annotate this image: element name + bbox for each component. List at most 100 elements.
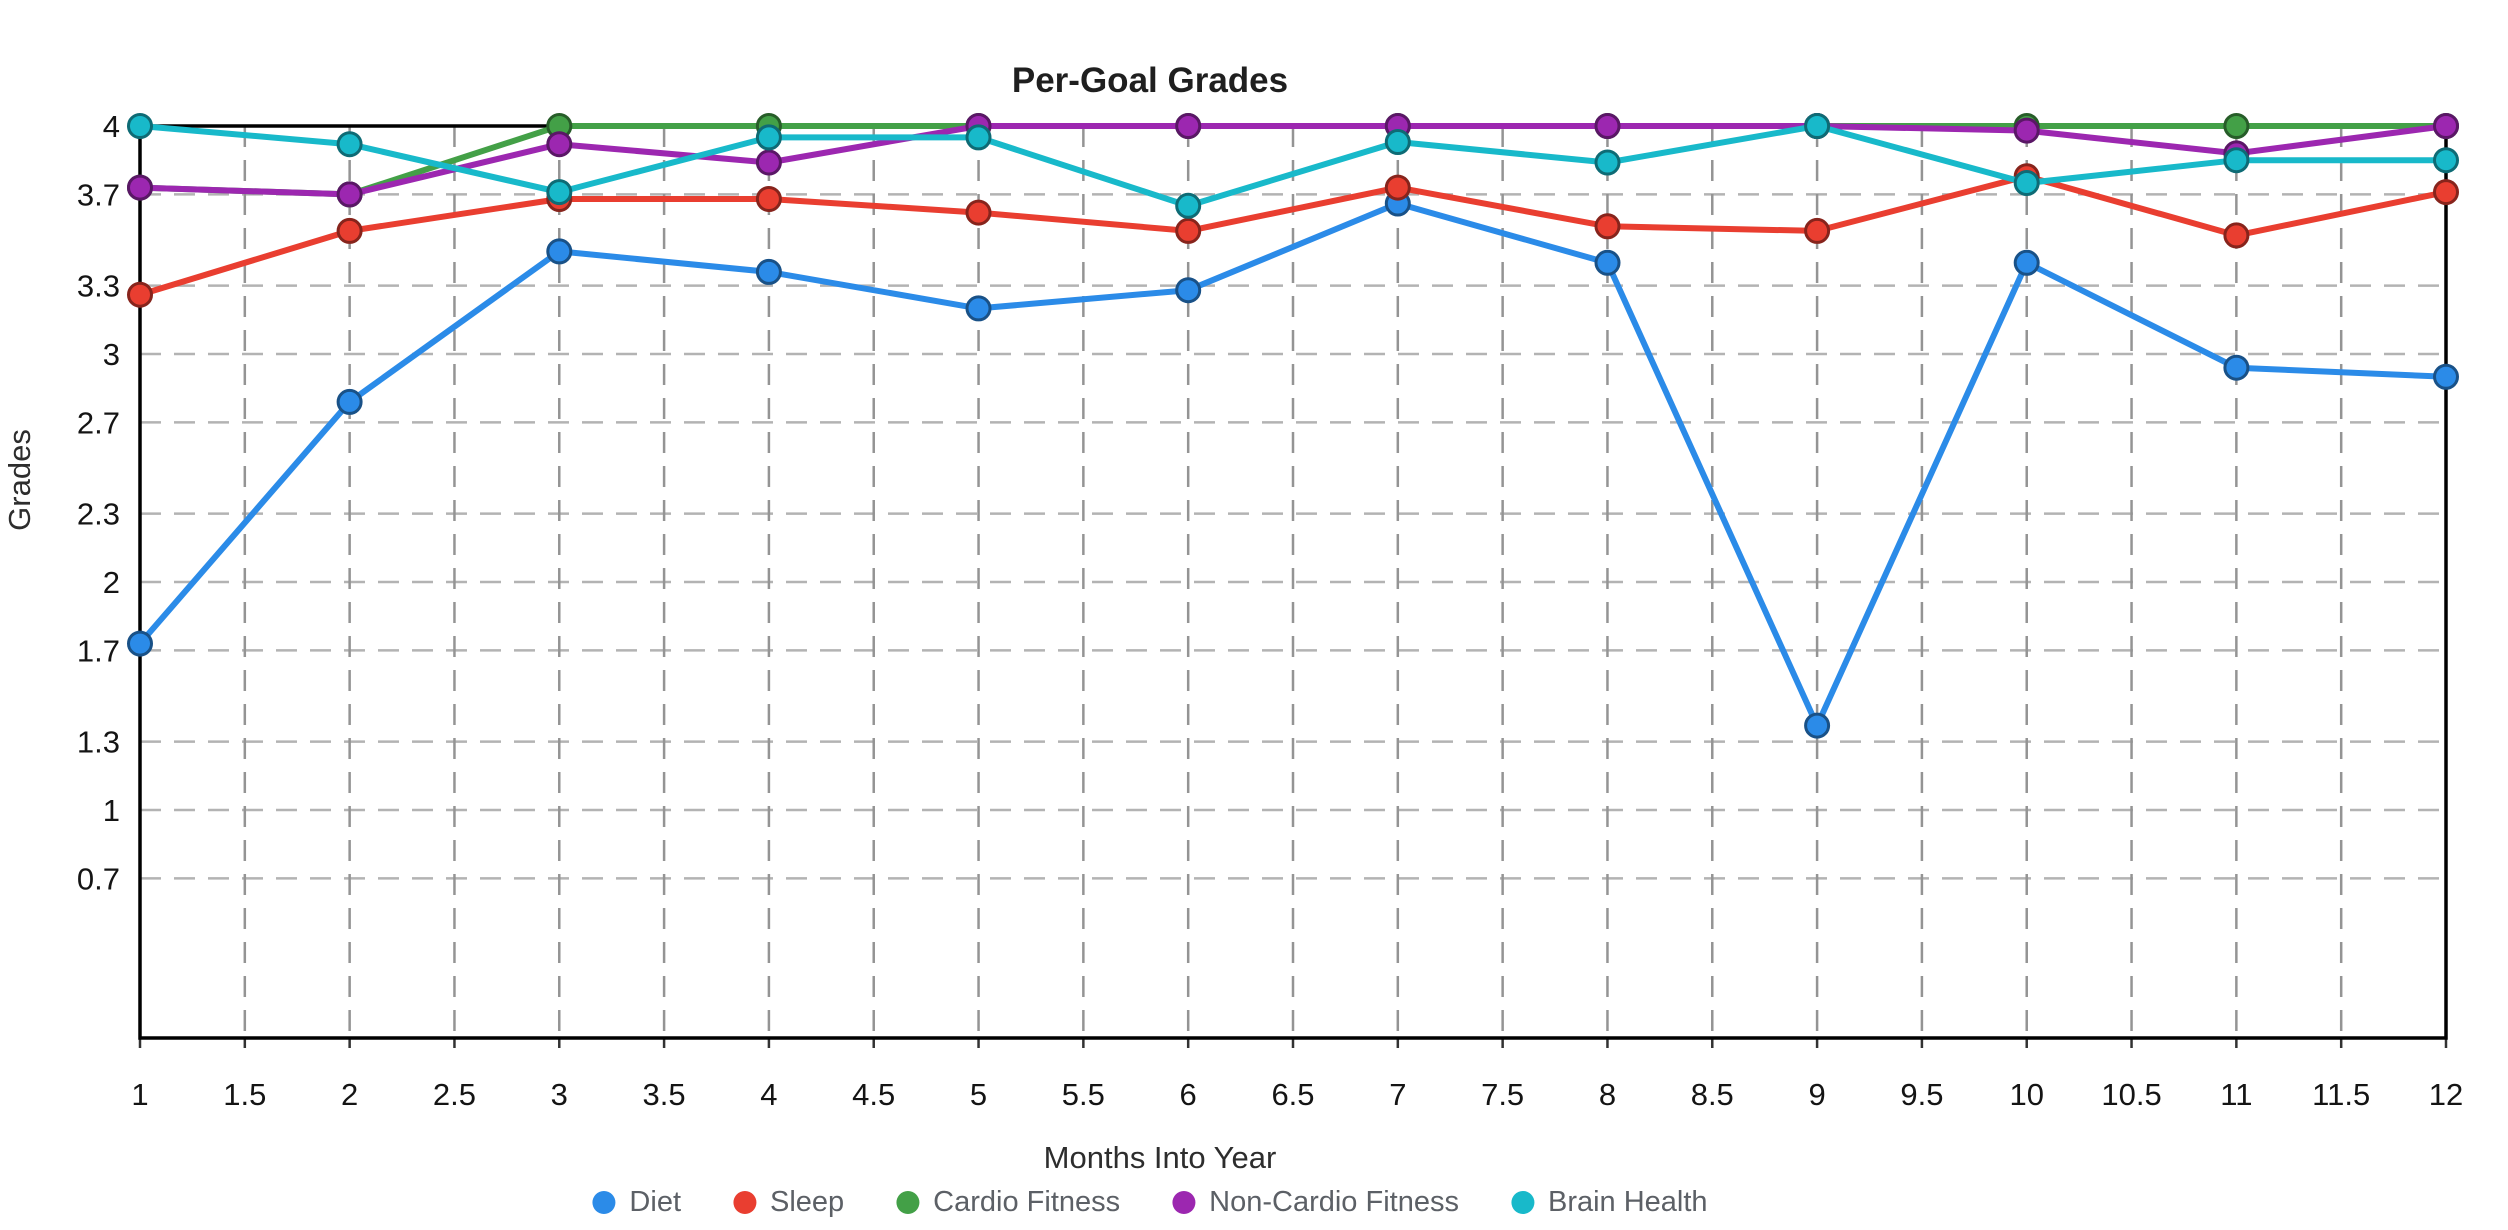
legend: Diet Sleep Cardio Fitness Non-Cardio Fitnes… bbox=[592, 1186, 1708, 1219]
data-point-brain-health-month-8 bbox=[1594, 149, 1621, 176]
y-tick-label-3: 3 bbox=[103, 337, 120, 372]
data-point-brain-health-month-6 bbox=[1175, 192, 1202, 219]
data-point-brain-health-month-3 bbox=[546, 179, 573, 206]
data-point-diet-month-2 bbox=[336, 388, 363, 415]
x-tick-label-6: 6 bbox=[1180, 1077, 1197, 1112]
data-point-sleep-month-4 bbox=[755, 186, 782, 212]
y-tick-label-1.7: 1.7 bbox=[77, 633, 120, 668]
x-tick-label-11.5: 11.5 bbox=[2312, 1077, 2370, 1112]
data-point-sleep-month-5 bbox=[965, 199, 992, 226]
data-point-brain-health-month-10 bbox=[2013, 170, 2040, 196]
data-point-sleep-month-7 bbox=[1384, 174, 1411, 201]
data-point-sleep-month-12 bbox=[2433, 179, 2459, 206]
x-tick-label-12: 12 bbox=[2429, 1077, 2463, 1112]
x-tick-label-7: 7 bbox=[1389, 1077, 1406, 1112]
x-tick-label-1: 1 bbox=[131, 1077, 148, 1112]
data-point-non-cardio-fitness-month-1 bbox=[127, 174, 153, 201]
x-tick-label-8: 8 bbox=[1599, 1077, 1616, 1112]
x-tick-label-9.5: 9.5 bbox=[1900, 1077, 1943, 1112]
legend-label: Cardio Fitness bbox=[933, 1186, 1121, 1218]
data-point-diet-month-3 bbox=[546, 238, 573, 265]
data-point-brain-health-month-4 bbox=[755, 124, 782, 151]
y-axis-title: Grades bbox=[2, 429, 37, 531]
data-point-brain-health-month-11 bbox=[2223, 147, 2250, 174]
horizontal-gridlines bbox=[140, 193, 2446, 880]
y-tick-label-2: 2 bbox=[103, 565, 120, 600]
data-point-non-cardio-fitness-month-8 bbox=[1594, 113, 1621, 139]
data-point-non-cardio-fitness-month-12 bbox=[2433, 113, 2459, 139]
data-point-sleep-month-11 bbox=[2223, 222, 2250, 249]
series-line-diet bbox=[137, 200, 2449, 729]
data-point-non-cardio-fitness-month-6 bbox=[1175, 113, 1202, 139]
x-tick-label-10.5: 10.5 bbox=[2101, 1077, 2161, 1112]
x-axis-title: Months Into Year bbox=[1044, 1140, 1277, 1175]
x-tick-label-4.5: 4.5 bbox=[852, 1077, 895, 1112]
data-point-diet-month-8 bbox=[1594, 249, 1621, 276]
x-tick-label-3.5: 3.5 bbox=[643, 1077, 686, 1112]
x-tick-label-4: 4 bbox=[760, 1077, 777, 1112]
x-tick-label-9: 9 bbox=[1808, 1077, 1825, 1112]
data-point-diet-month-10 bbox=[2013, 249, 2040, 276]
x-tick-label-5.5: 5.5 bbox=[1062, 1077, 1105, 1112]
y-tick-label-0.7: 0.7 bbox=[77, 861, 120, 896]
y-tick-label-4: 4 bbox=[103, 109, 120, 144]
legend-item-sleep[interactable]: Sleep bbox=[733, 1186, 844, 1219]
data-point-diet-month-6 bbox=[1175, 277, 1202, 304]
y-tick-label-2.3: 2.3 bbox=[77, 497, 120, 532]
legend-label: Sleep bbox=[770, 1186, 845, 1218]
data-point-brain-health-month-12 bbox=[2433, 147, 2459, 174]
legend-item-diet[interactable]: Diet bbox=[592, 1186, 681, 1219]
vertical-gridlines bbox=[243, 126, 2343, 1038]
data-point-brain-health-month-5 bbox=[965, 124, 992, 151]
data-point-brain-health-month-1 bbox=[127, 113, 153, 139]
legend-item-brain-health[interactable]: Brain Health bbox=[1510, 1186, 1708, 1219]
legend-swatch-icon bbox=[733, 1191, 757, 1214]
data-point-brain-health-month-7 bbox=[1384, 129, 1411, 155]
y-tick-label-3.7: 3.7 bbox=[77, 177, 120, 212]
data-point-cardio-fitness-month-11 bbox=[2223, 113, 2250, 139]
x-tick-label-6.5: 6.5 bbox=[1271, 1077, 1314, 1112]
legend-swatch-icon bbox=[1510, 1191, 1534, 1214]
data-point-non-cardio-fitness-month-10 bbox=[2013, 117, 2040, 144]
legend-swatch-icon bbox=[1172, 1191, 1196, 1214]
series-line-non-cardio-fitness bbox=[137, 123, 2449, 198]
data-point-diet-month-12 bbox=[2433, 363, 2459, 390]
legend-label: Non-Cardio Fitness bbox=[1209, 1186, 1459, 1218]
y-tick-label-1: 1 bbox=[103, 793, 120, 828]
data-point-sleep-month-6 bbox=[1175, 217, 1202, 244]
data-point-sleep-month-2 bbox=[336, 217, 363, 244]
data-point-diet-month-4 bbox=[755, 258, 782, 285]
legend-swatch-icon bbox=[896, 1191, 920, 1214]
x-tick-label-5: 5 bbox=[970, 1077, 987, 1112]
x-axis-tick-labels: 1 1.5 2 2.5 3 3.5 4 4.5 5 5.5 6 6.5 7 7.5 8 8.5 9 9.5 10 10… bbox=[131, 1077, 2463, 1112]
data-point-diet-month-11 bbox=[2223, 354, 2250, 381]
data-point-sleep-month-1 bbox=[127, 281, 153, 308]
x-tick-label-7.5: 7.5 bbox=[1481, 1077, 1524, 1112]
x-tick-label-2: 2 bbox=[341, 1077, 358, 1112]
x-tick-label-2.5: 2.5 bbox=[433, 1077, 476, 1112]
data-point-non-cardio-fitness-month-2 bbox=[336, 181, 363, 208]
data-point-non-cardio-fitness-month-4 bbox=[755, 149, 782, 176]
legend-item-non-cardio-fitness[interactable]: Non-Cardio Fitness bbox=[1172, 1186, 1459, 1219]
data-point-sleep-month-8 bbox=[1594, 213, 1621, 240]
y-tick-label-2.7: 2.7 bbox=[77, 405, 120, 440]
chart-title: Per-Goal Grades bbox=[1012, 61, 1288, 100]
data-point-sleep-month-9 bbox=[1804, 217, 1831, 244]
x-tick-label-1.5: 1.5 bbox=[223, 1077, 266, 1112]
data-point-diet-month-9 bbox=[1804, 712, 1831, 739]
y-tick-label-3.3: 3.3 bbox=[77, 269, 120, 304]
data-point-diet-month-5 bbox=[965, 295, 992, 322]
x-tick-label-3: 3 bbox=[551, 1077, 568, 1112]
y-tick-label-1.3: 1.3 bbox=[77, 725, 120, 760]
y-axis-tick-labels: 0.7 1 1.3 1.7 2 2.3 2.7 3 3.3 3.7 4 bbox=[77, 109, 120, 896]
series-line-brain-health bbox=[137, 123, 2449, 209]
x-tick-label-11: 11 bbox=[2220, 1077, 2252, 1112]
data-point-brain-health-month-2 bbox=[336, 131, 363, 158]
data-point-non-cardio-fitness-month-3 bbox=[546, 131, 573, 158]
legend-item-cardio-fitness[interactable]: Cardio Fitness bbox=[896, 1186, 1120, 1219]
x-tick-label-10: 10 bbox=[2009, 1077, 2043, 1112]
legend-swatch-icon bbox=[592, 1191, 616, 1214]
data-point-diet-month-1 bbox=[127, 630, 153, 657]
